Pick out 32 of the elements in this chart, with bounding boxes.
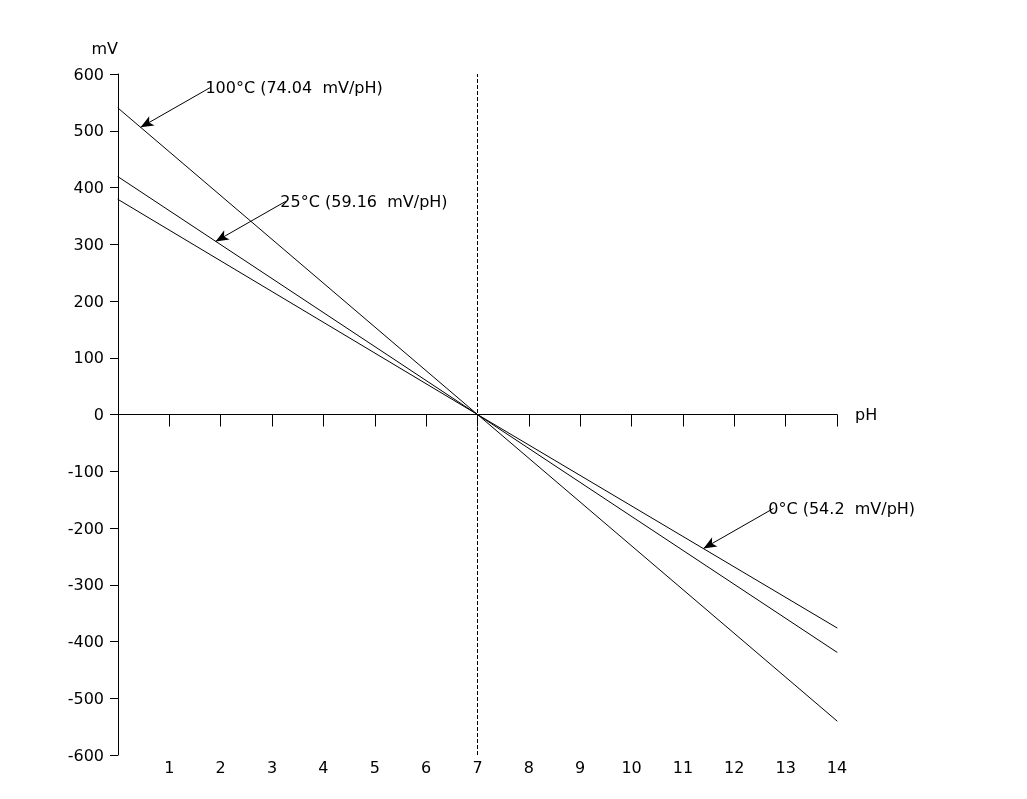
x-tick-label: 11: [672, 757, 694, 777]
annotation: 0°C (54.2 mV/pH): [768, 498, 916, 518]
y-tick-label: 500: [73, 121, 104, 141]
y-tick-label: -600: [67, 745, 104, 765]
x-tick-label: 4: [318, 757, 329, 777]
x-tick-label: 3: [266, 757, 278, 777]
x-tick-label: 6: [421, 757, 432, 777]
y-tick-label: 200: [73, 291, 104, 311]
x-tick-label: 8: [523, 757, 534, 777]
y-tick-label: -300: [67, 575, 104, 595]
x-tick-label: 10: [621, 757, 642, 777]
y-tick-label: 300: [73, 234, 104, 254]
annotation: 25°C (59.16 mV/pH): [280, 191, 448, 211]
y-tick-label: 0: [93, 405, 104, 424]
y-tick-label: -100: [67, 461, 104, 481]
x-tick-label: 12: [724, 757, 745, 777]
y-tick-label: 600: [73, 64, 104, 84]
x-tick-label: 14: [826, 757, 848, 777]
x-axis-title: pH: [855, 405, 878, 424]
x-tick-label: 1: [164, 757, 175, 777]
x-tick-label: 9: [575, 757, 586, 777]
y-axis-title: mV: [91, 38, 119, 58]
x-tick-label: 2: [215, 757, 226, 777]
annotation: 100°C (74.04 mV/pH): [205, 77, 383, 97]
y-tick-label: 100: [73, 348, 104, 368]
x-tick-label: 13: [775, 757, 796, 777]
y-tick-label: 400: [73, 178, 104, 197]
y-tick-label: -500: [67, 688, 104, 708]
y-tick-label: -200: [67, 518, 104, 538]
x-tick-label: 7: [472, 757, 483, 777]
y-tick-label: -400: [67, 632, 104, 651]
x-tick-label: 5: [369, 757, 380, 777]
